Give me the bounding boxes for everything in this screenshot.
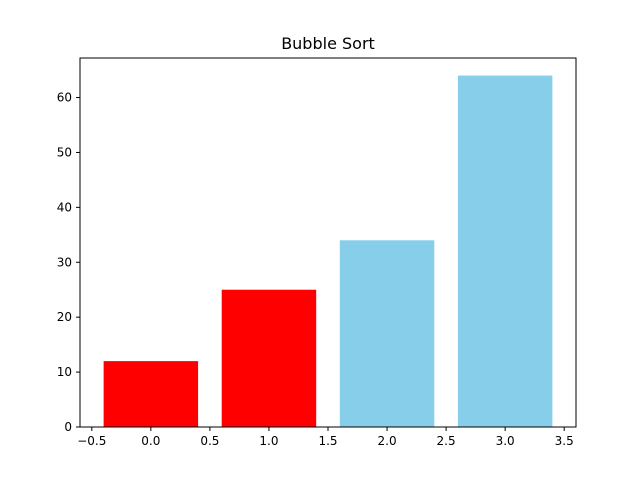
x-tick-label: 0.0: [141, 434, 160, 448]
y-tick-label: 10: [57, 365, 72, 379]
bar-1: [221, 289, 317, 427]
y-tick-label: 50: [57, 145, 72, 159]
chart-title: Bubble Sort: [281, 34, 375, 53]
bars-layer: [103, 75, 553, 428]
y-tick-label: 20: [57, 310, 72, 324]
y-axis-ticks: 0 10 20 30 40 50 60: [57, 91, 80, 434]
x-tick-label: 0.5: [200, 434, 219, 448]
x-tick-label: 2.5: [437, 434, 456, 448]
y-tick-label: 40: [57, 200, 72, 214]
y-tick-label: 0: [64, 420, 72, 434]
axes-frame: [79, 57, 577, 428]
x-tick-label: 1.0: [259, 434, 278, 448]
bar-2: [339, 240, 435, 427]
x-tick-label: 3.5: [555, 434, 574, 448]
x-tick-label: 1.5: [318, 434, 337, 448]
x-tick-label: 3.0: [496, 434, 515, 448]
x-axis-ticks: −0.5 0.0 0.5 1.0 1.5 2.0 2.5 3.0 3.5: [77, 427, 574, 448]
x-tick-label: 2.0: [378, 434, 397, 448]
x-tick-label: −0.5: [77, 434, 106, 448]
y-tick-label: 30: [57, 255, 72, 269]
y-tick-label: 60: [57, 91, 72, 105]
bar-3: [457, 75, 553, 428]
bar-0: [103, 361, 199, 427]
